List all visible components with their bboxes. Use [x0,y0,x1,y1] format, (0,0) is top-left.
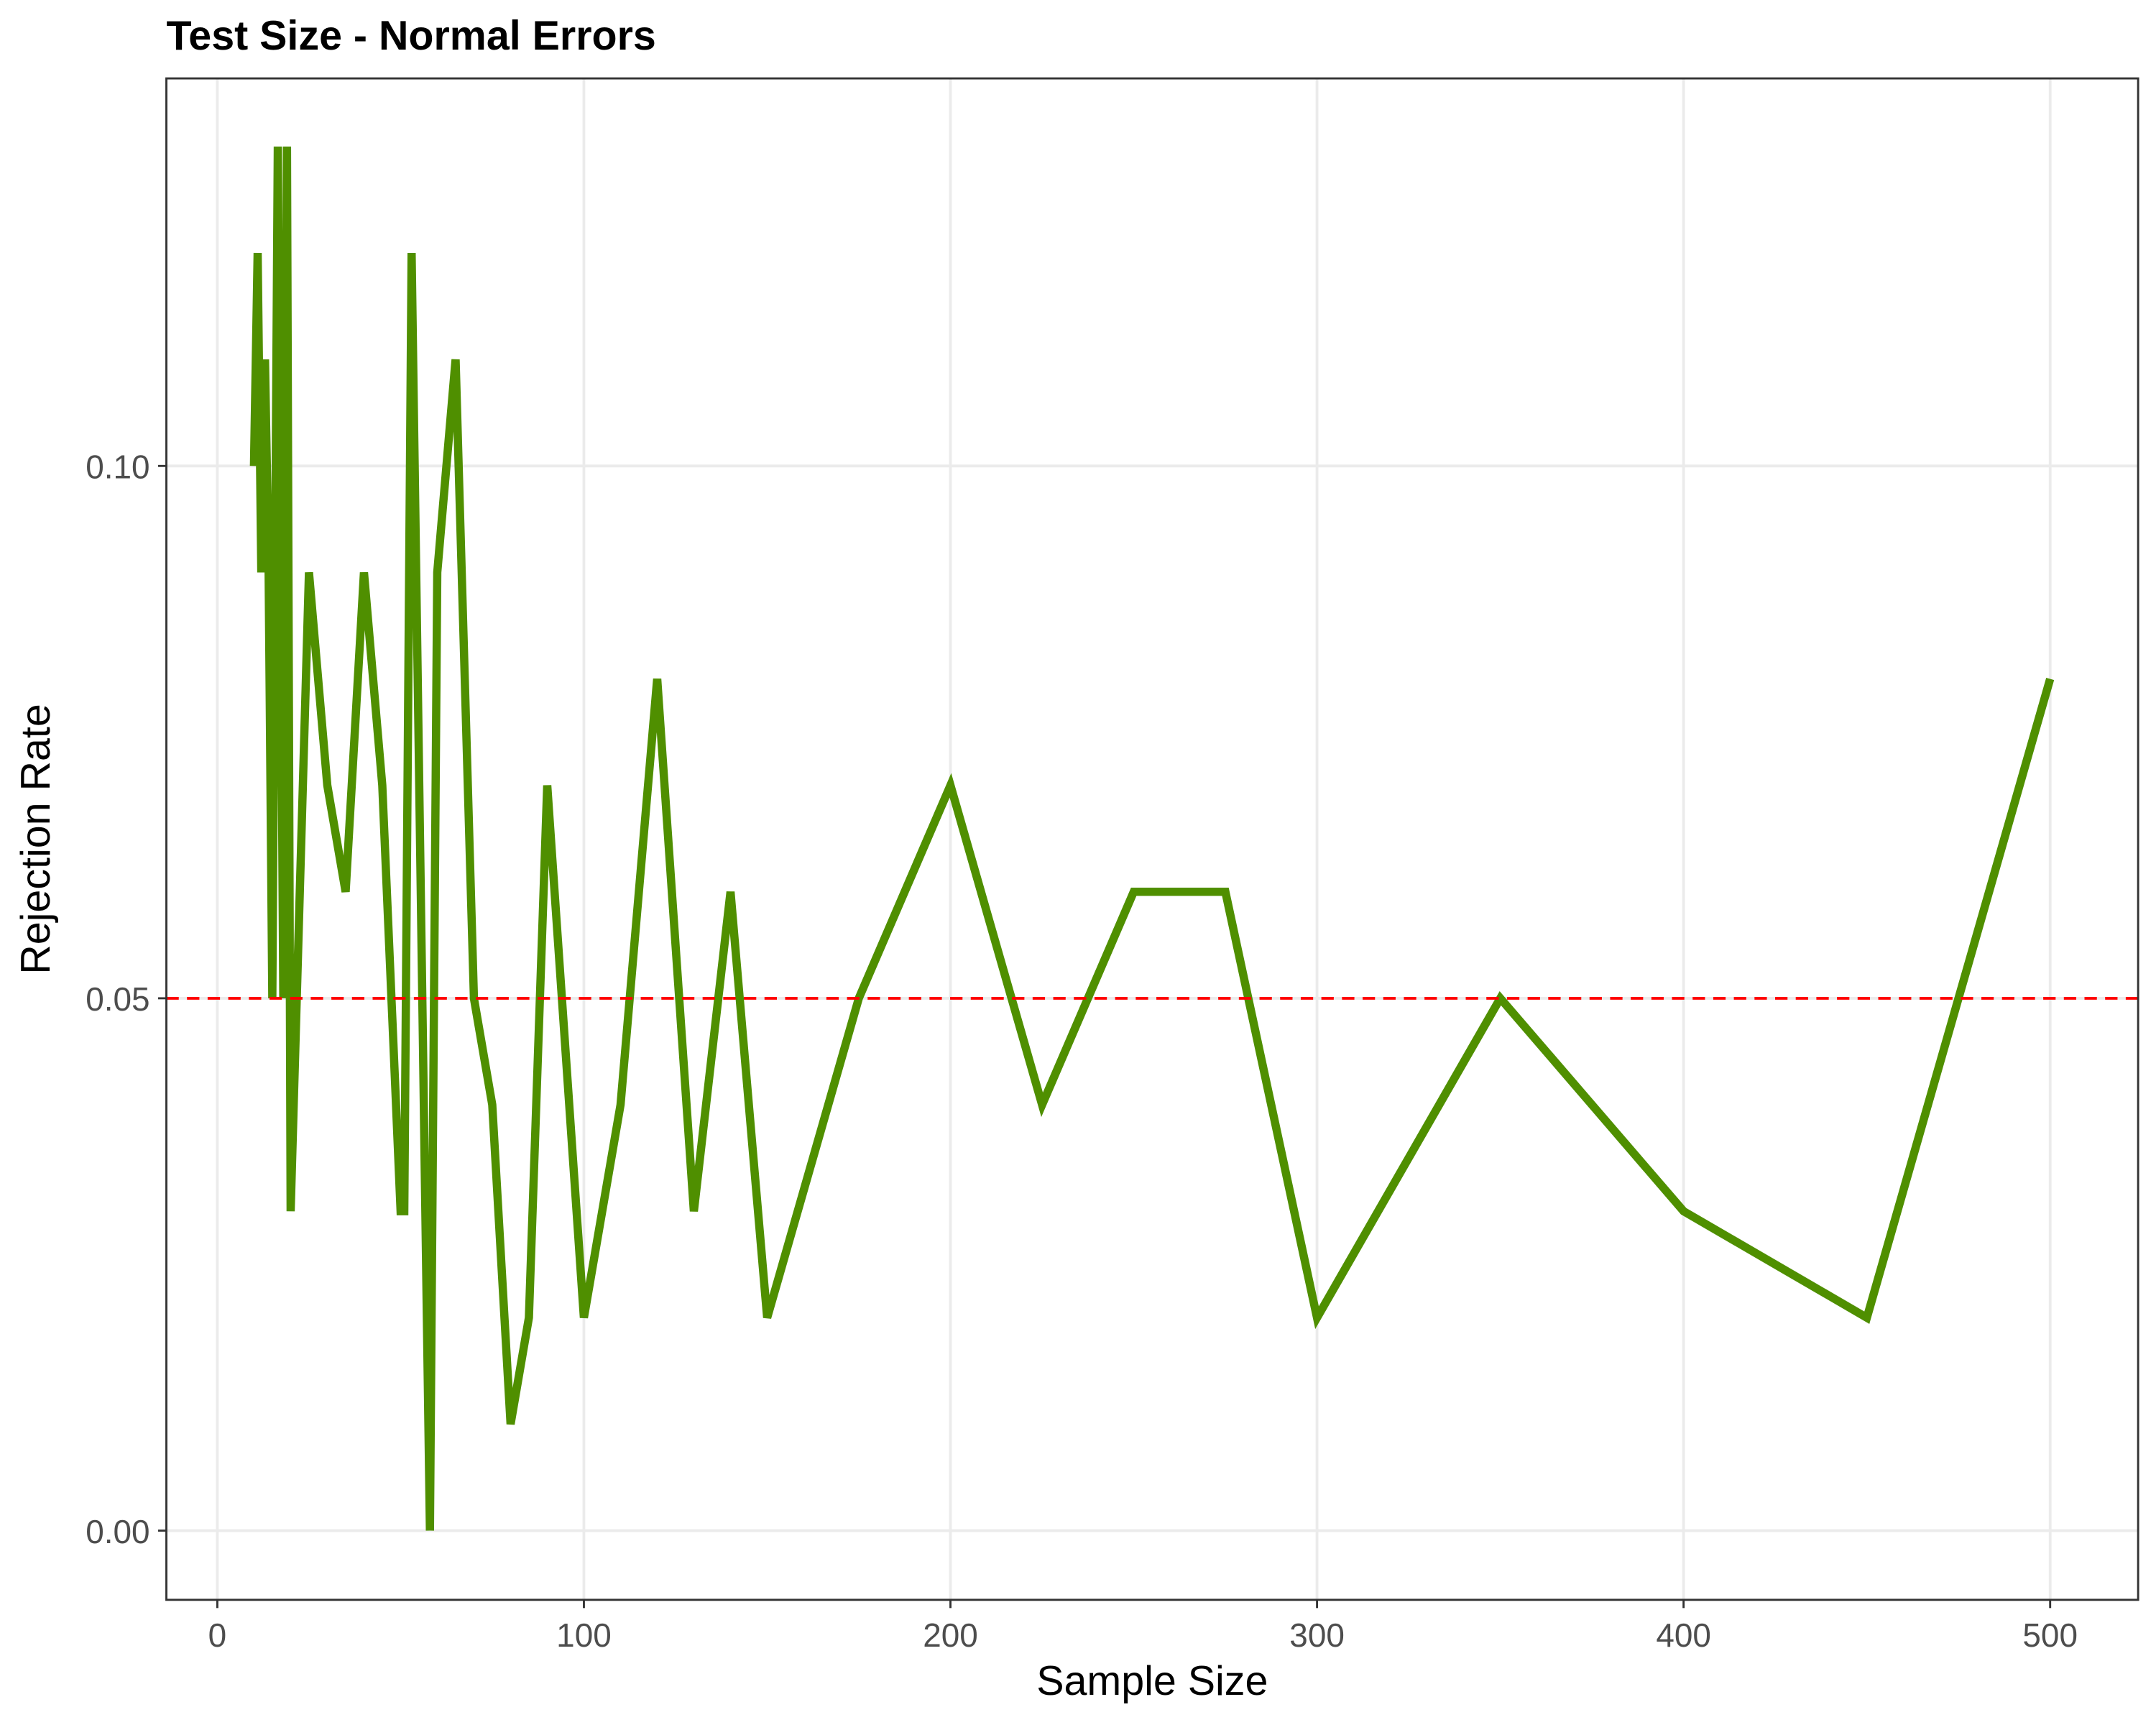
x-tick-label: 100 [556,1616,612,1654]
x-tick-label: 0 [208,1616,227,1654]
x-axis-label: Sample Size [1036,1658,1268,1704]
chart-title: Test Size - Normal Errors [167,13,656,59]
y-axis-label: Rejection Rate [13,704,59,974]
y-tick-label: 0.05 [86,980,149,1018]
x-tick-label: 300 [1289,1616,1345,1654]
y-tick-label: 0.10 [86,448,149,485]
x-tick-label: 200 [923,1616,978,1654]
panel-border [165,77,2139,1601]
x-tick-label: 500 [2022,1616,2078,1654]
y-tick-label: 0.00 [86,1513,149,1550]
data-line [249,146,2055,1531]
x-tick-label: 400 [1656,1616,1711,1654]
